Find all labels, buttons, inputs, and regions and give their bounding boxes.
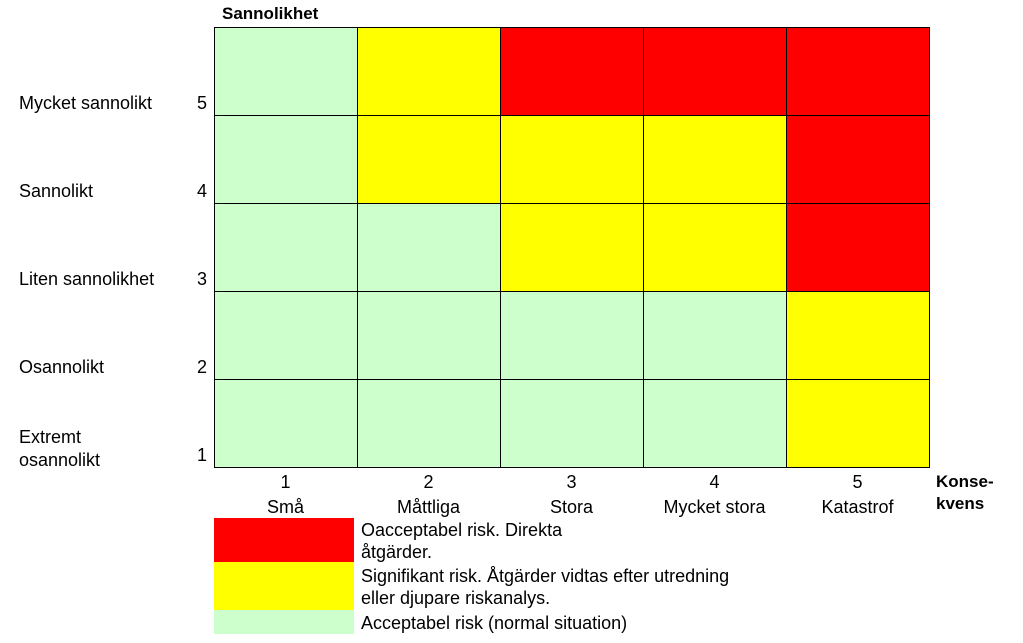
column-number: 5 bbox=[852, 472, 863, 492]
matrix-cell bbox=[357, 291, 501, 380]
matrix-cell bbox=[500, 291, 644, 380]
matrix-cell bbox=[357, 27, 501, 116]
row-label: Mycket sannolikt bbox=[19, 93, 153, 113]
y-axis-title: Sannolikhet bbox=[222, 4, 319, 23]
column-number: 3 bbox=[566, 472, 577, 492]
column-number: 1 bbox=[280, 472, 291, 492]
matrix-cell bbox=[500, 379, 644, 468]
matrix-cell bbox=[500, 115, 644, 204]
matrix-cell bbox=[357, 115, 501, 204]
row-label: Sannolikt bbox=[19, 181, 94, 201]
legend-label: Acceptabel risk (normal situation) bbox=[361, 613, 628, 633]
matrix-cell bbox=[214, 379, 358, 468]
matrix-cell bbox=[786, 115, 930, 204]
matrix-cell bbox=[643, 291, 787, 380]
matrix-cell bbox=[643, 115, 787, 204]
legend-swatch bbox=[214, 562, 354, 610]
column-name: Små bbox=[266, 497, 304, 517]
risk-matrix-grid bbox=[214, 27, 930, 468]
matrix-cell bbox=[357, 203, 501, 292]
matrix-cell bbox=[357, 379, 501, 468]
column-number: 4 bbox=[709, 472, 720, 492]
legend-swatch bbox=[214, 610, 354, 634]
matrix-cell bbox=[643, 203, 787, 292]
matrix-cell bbox=[214, 291, 358, 380]
matrix-cell bbox=[214, 203, 358, 292]
matrix-cell bbox=[643, 27, 787, 116]
matrix-cell bbox=[643, 379, 787, 468]
legend-label: Signifikant risk. Åtgärder vidtas efter … bbox=[361, 566, 730, 608]
matrix-cell bbox=[214, 115, 358, 204]
matrix-cell bbox=[500, 203, 644, 292]
column-name: Katastrof bbox=[821, 497, 894, 517]
matrix-cell bbox=[786, 203, 930, 292]
row-label: Extremt osannolikt bbox=[19, 427, 101, 470]
column-number: 2 bbox=[423, 472, 434, 492]
row-number: 3 bbox=[197, 269, 208, 289]
row-number: 2 bbox=[197, 357, 208, 377]
matrix-cell bbox=[786, 291, 930, 380]
column-name: Mycket stora bbox=[663, 497, 766, 517]
matrix-cell bbox=[786, 379, 930, 468]
legend-swatch bbox=[214, 518, 354, 562]
row-label: Liten sannolikhet bbox=[19, 269, 155, 289]
row-number: 4 bbox=[197, 181, 208, 201]
matrix-cell bbox=[214, 27, 358, 116]
matrix-cell bbox=[500, 27, 644, 116]
row-number: 1 bbox=[197, 445, 208, 465]
x-axis-title: Konse- kvens bbox=[936, 472, 994, 513]
row-label: Osannolikt bbox=[19, 357, 105, 377]
row-number: 5 bbox=[197, 93, 208, 113]
matrix-cell bbox=[786, 27, 930, 116]
column-name: Måttliga bbox=[396, 497, 461, 517]
column-name: Stora bbox=[549, 497, 594, 517]
legend-label: Oacceptabel risk. Direkta åtgärder. bbox=[361, 520, 563, 562]
